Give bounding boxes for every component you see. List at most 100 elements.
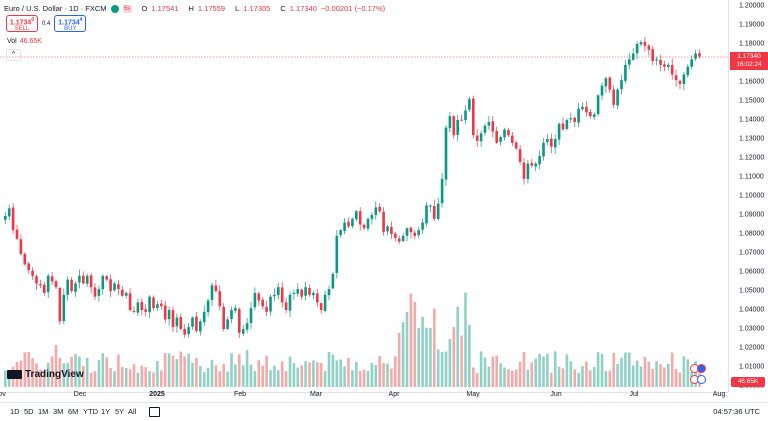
- volume-bar: [394, 356, 397, 387]
- volume-bar: [409, 293, 413, 387]
- range-button-ytd[interactable]: YTD: [83, 407, 98, 416]
- volume-bar: [413, 301, 417, 387]
- utc-clock[interactable]: 04:57:36 UTC: [713, 407, 760, 416]
- candle-body: [425, 205, 428, 224]
- range-button-3m[interactable]: 3M: [53, 407, 64, 416]
- volume-bar: [316, 362, 319, 387]
- candle-body: [511, 135, 514, 143]
- volume-bar: [378, 355, 381, 387]
- volume-bar: [678, 372, 682, 387]
- volume-bar: [62, 363, 66, 387]
- buy-price-sup: 4: [79, 17, 83, 23]
- candle-body: [628, 59, 631, 65]
- sell-button[interactable]: 1.17340 SELL: [6, 15, 38, 32]
- range-button-5y[interactable]: 5Y: [115, 407, 125, 416]
- range-button-1d[interactable]: 1D: [10, 407, 20, 416]
- range-button-5d[interactable]: 5D: [24, 407, 34, 416]
- volume-bar: [631, 365, 635, 387]
- volume-bar: [452, 326, 456, 387]
- calendar-icon[interactable]: [149, 407, 160, 417]
- volume-bar: [296, 367, 300, 387]
- volume-bar: [589, 370, 592, 387]
- volume-bar: [534, 358, 537, 387]
- volume-bar: [74, 354, 77, 387]
- volume-tag: 46.65K: [731, 377, 765, 387]
- candle-body: [612, 89, 615, 105]
- price-chart[interactable]: [0, 0, 728, 392]
- sell-label: SELL: [14, 26, 30, 33]
- volume-value: 46.65K: [19, 38, 42, 45]
- candle-body: [183, 328, 186, 335]
- volume-bar: [35, 363, 38, 387]
- volume-bar: [440, 352, 444, 387]
- candle-body: [4, 215, 7, 220]
- candle-body: [518, 149, 522, 162]
- candle-body: [538, 156, 541, 165]
- range-button-1y[interactable]: 1Y: [101, 407, 111, 416]
- time-axis[interactable]: [0, 392, 728, 393]
- candle-body: [277, 287, 280, 296]
- volume-bar: [355, 362, 358, 387]
- volume-bar: [187, 353, 190, 387]
- candle-body: [261, 299, 264, 307]
- volume-bar: [491, 356, 495, 387]
- volume-bar: [604, 371, 608, 387]
- candle-body: [526, 163, 530, 180]
- candle-body: [241, 329, 245, 334]
- candle-body: [230, 310, 233, 320]
- volume-bar: [82, 365, 85, 387]
- volume-bar: [183, 356, 186, 387]
- event-marker-icon[interactable]: [697, 364, 706, 373]
- volume-bar: [472, 367, 475, 387]
- tradingview-logo[interactable]: TradingView: [7, 369, 84, 380]
- volume-bar: [390, 368, 393, 387]
- candle-body: [624, 64, 627, 81]
- candle-body: [448, 116, 452, 129]
- volume-bar: [557, 366, 561, 387]
- volume-bar: [655, 361, 658, 387]
- candle-body: [413, 232, 417, 236]
- range-button-all[interactable]: All: [128, 407, 137, 416]
- collapse-legend-button[interactable]: ^: [6, 49, 21, 61]
- candle-body: [409, 227, 413, 233]
- volume-bar: [639, 366, 643, 387]
- volume-bar: [124, 367, 128, 387]
- price-axis[interactable]: 1.200001.190001.180001.170001.160001.150…: [728, 0, 768, 392]
- range-button-6m[interactable]: 6M: [68, 407, 79, 416]
- volume-bar: [608, 370, 612, 387]
- candle-body: [577, 108, 580, 123]
- volume-bar: [405, 312, 409, 387]
- range-button-1m[interactable]: 1M: [38, 407, 49, 416]
- candle-body: [690, 59, 693, 67]
- candle-body: [491, 121, 495, 132]
- symbol-title[interactable]: Euro / U.S. Dollar · 1D · FXCM: [4, 4, 107, 13]
- volume-bar: [245, 349, 249, 387]
- candle-body: [78, 275, 81, 283]
- candle-body: [464, 110, 467, 120]
- buy-button[interactable]: 1.17344 BUY: [54, 15, 87, 32]
- candle-body: [339, 230, 342, 236]
- price-tick: 1.04000: [739, 306, 765, 314]
- candle-body: [234, 308, 237, 311]
- candle-body: [655, 59, 658, 61]
- event-marker-icon[interactable]: [697, 375, 706, 384]
- volume-bar: [163, 353, 167, 387]
- close-value: 1.17340: [289, 4, 317, 13]
- candle-body: [152, 297, 155, 309]
- volume-bar: [66, 363, 69, 387]
- volume-bar: [514, 369, 518, 387]
- volume-bar: [128, 369, 132, 387]
- volume-bar: [265, 355, 268, 387]
- volume-legend[interactable]: Vol 46.65K: [7, 38, 42, 45]
- last-price-tag: 1.17340 16:02:24: [730, 52, 768, 70]
- volume-bar: [592, 367, 596, 387]
- time-tick: Apr: [388, 391, 400, 398]
- volume-bar: [43, 371, 46, 387]
- replay-badge[interactable]: 5s: [122, 4, 132, 13]
- volume-bar: [206, 367, 210, 387]
- candle-body: [101, 275, 105, 290]
- candle-body: [620, 80, 623, 90]
- volume-bar: [218, 371, 222, 387]
- candlestick-chart[interactable]: [0, 0, 728, 392]
- spread-value: 0.4: [42, 20, 51, 27]
